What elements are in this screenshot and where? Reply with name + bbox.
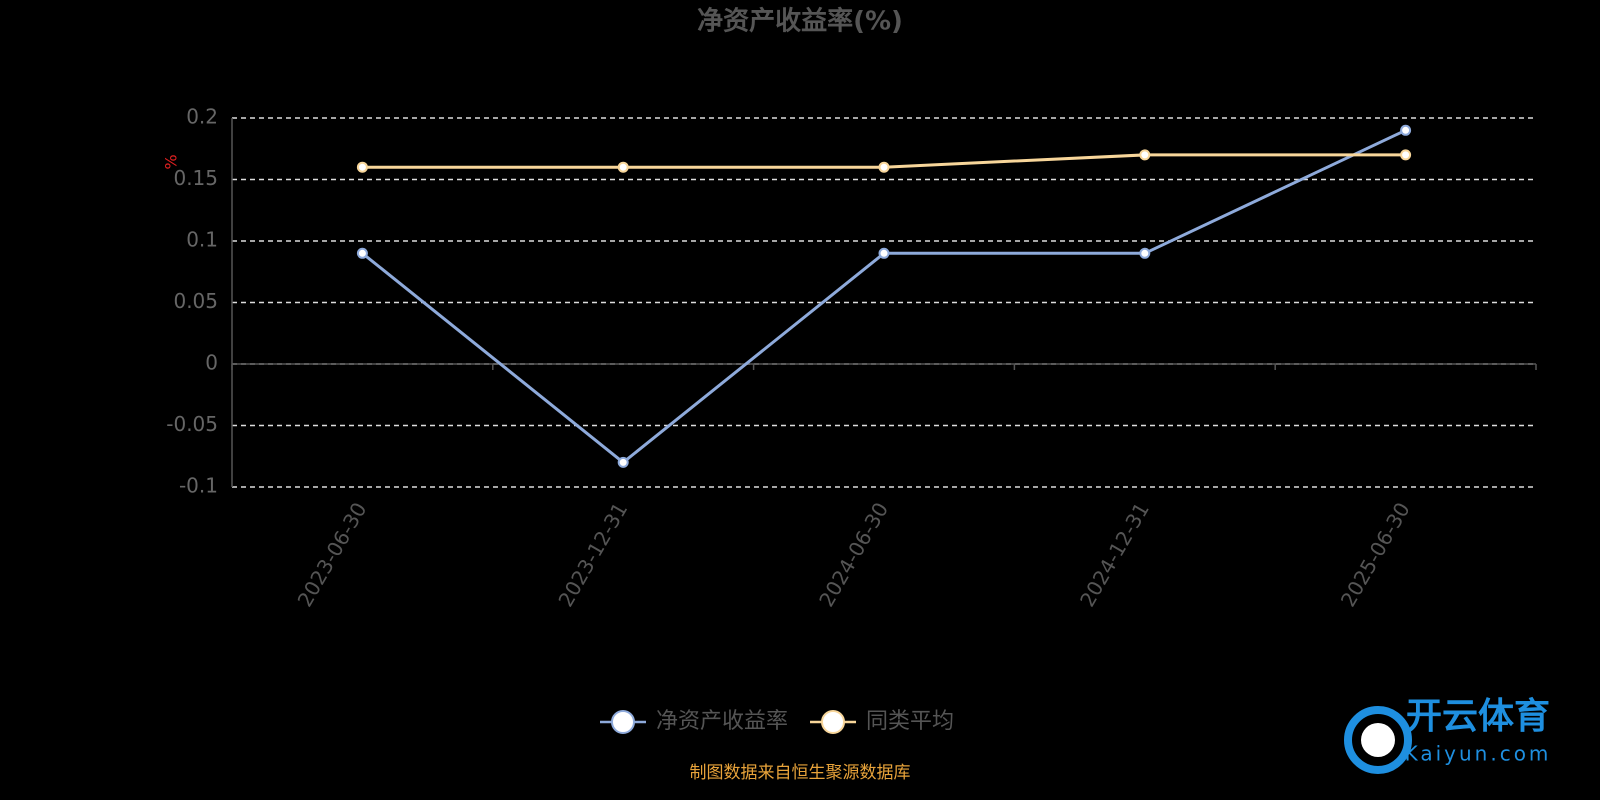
legend-label: 同类平均 — [866, 709, 954, 734]
source-note: 制图数据来自恒生聚源数据库 — [690, 763, 911, 783]
x-tick-label: 2024-12-31 — [1075, 498, 1154, 611]
watermark-brand: 开云体育 — [1406, 696, 1550, 737]
data-point — [1139, 149, 1151, 161]
legend-swatch — [821, 710, 846, 734]
data-point — [1400, 124, 1412, 136]
x-tick-label: 2025-06-30 — [1336, 498, 1415, 611]
logo-ball — [1361, 723, 1395, 757]
y-tick-label: 0 — [205, 351, 218, 375]
y-tick-label: 0.2 — [186, 105, 218, 129]
chart-title: 净资产收益率(%) — [697, 6, 903, 37]
y-tick-label: 0.15 — [173, 166, 218, 190]
data-point — [878, 161, 890, 173]
data-point — [617, 161, 629, 173]
data-point — [1139, 247, 1151, 259]
x-tick-label: 2024-06-30 — [814, 498, 893, 611]
x-tick-label: 2023-06-30 — [293, 498, 372, 611]
watermark-site: Kaiyun.com — [1405, 742, 1552, 766]
x-tick-label: 2023-12-31 — [553, 498, 632, 611]
y-tick-label: 0.1 — [186, 228, 218, 252]
y-tick-label: -0.1 — [179, 474, 218, 498]
legend-swatch — [611, 710, 635, 734]
y-tick-label: -0.05 — [166, 412, 218, 436]
watermark: 开云体育 Kaiyun.com — [1344, 696, 1552, 774]
data-point — [878, 247, 890, 259]
data-point — [356, 161, 368, 173]
data-point — [356, 247, 368, 259]
data-point — [617, 456, 629, 468]
y-tick-label: 0.05 — [173, 289, 218, 313]
data-point — [1400, 149, 1412, 161]
logo-ring — [1344, 706, 1412, 774]
legend-label: 净资产收益率 — [656, 709, 788, 734]
y-axis-label: % — [162, 154, 181, 169]
